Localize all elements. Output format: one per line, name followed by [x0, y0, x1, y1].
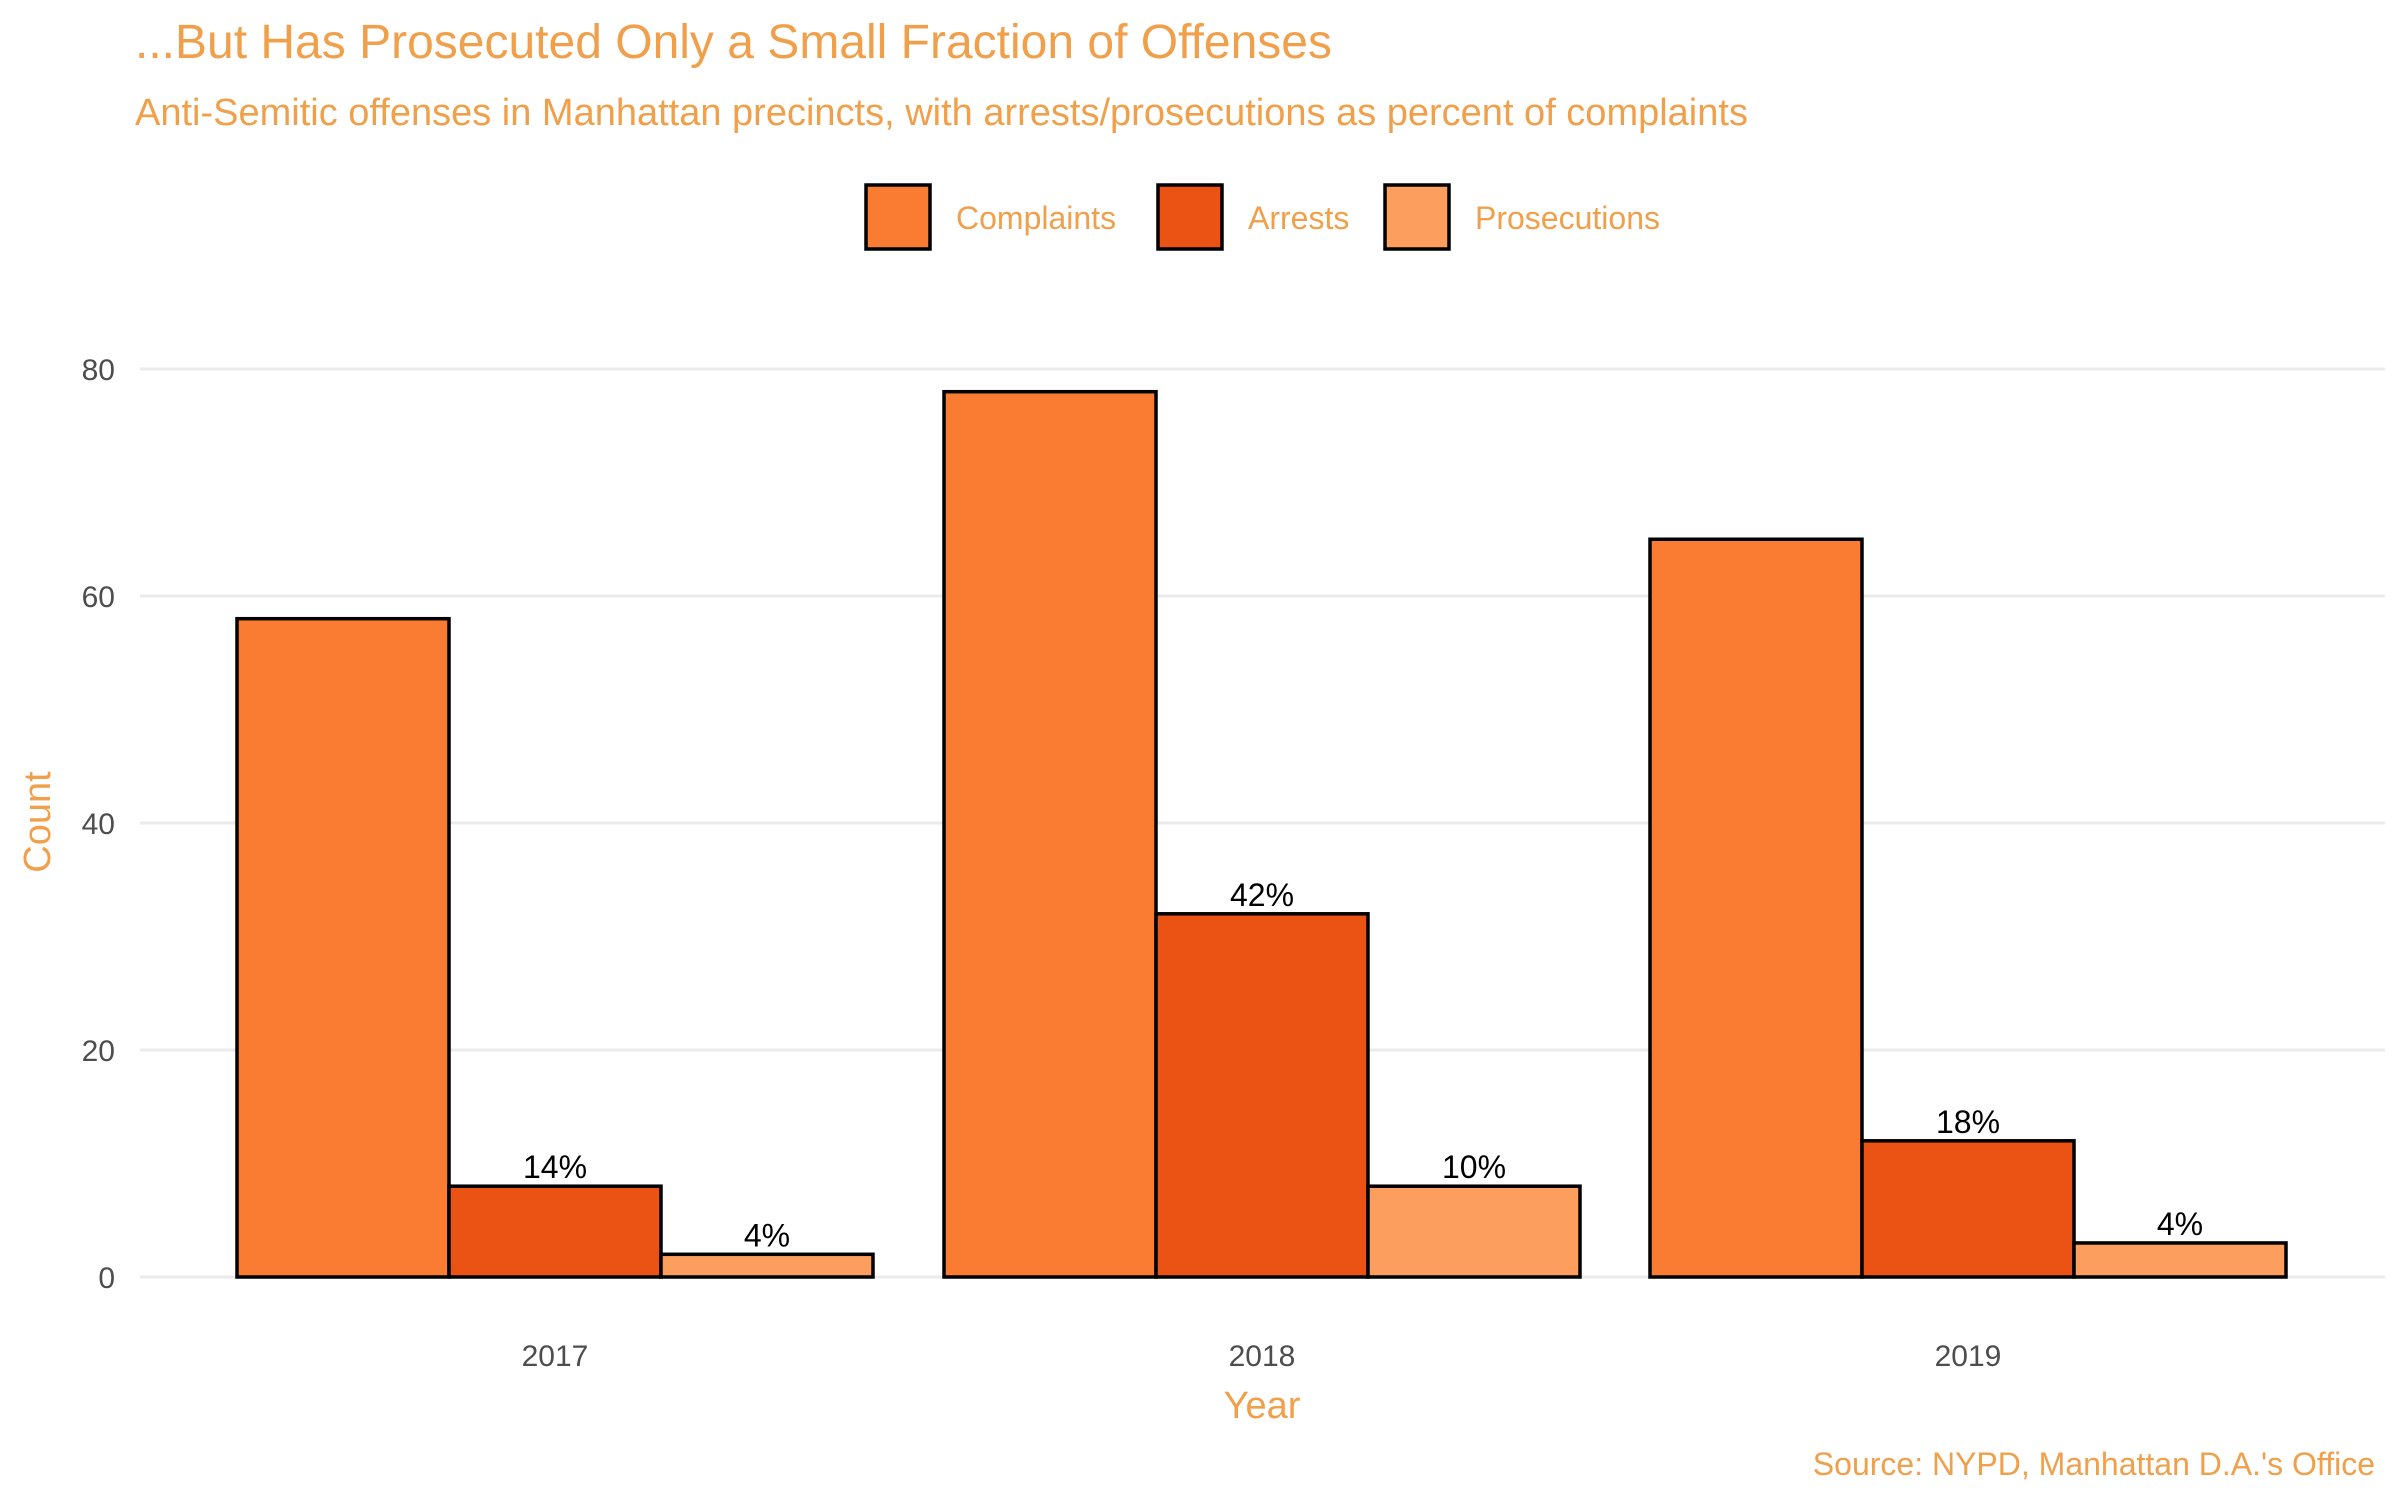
x-axis-title: Year	[1224, 1385, 1301, 1427]
legend-label-complaints: Complaints	[956, 200, 1116, 236]
legend-key-arrests	[1156, 183, 1224, 251]
y-axis-ticks: 0 20 40 60 80	[82, 354, 115, 1295]
data-label: 14%	[523, 1149, 587, 1185]
bar-prosecutions-2018	[1366, 1184, 1582, 1279]
x-tick-label: 2019	[1935, 1340, 2002, 1373]
bar-arrests-2019	[1860, 1139, 2076, 1279]
bar-arrests-2017	[447, 1184, 663, 1279]
x-tick-label: 2017	[522, 1340, 589, 1373]
legend-key-prosecutions	[1383, 183, 1451, 251]
y-tick-label: 80	[82, 354, 115, 387]
legend-key-complaints	[864, 183, 932, 251]
bar-complaints-2018	[942, 389, 1158, 1279]
data-label: 10%	[1442, 1149, 1506, 1185]
legend-label-arrests: Arrests	[1248, 200, 1349, 236]
data-label: 4%	[2157, 1206, 2203, 1242]
x-axis-ticks: 2017 2018 2019	[522, 1340, 2002, 1373]
chart-title: ...But Has Prosecuted Only a Small Fract…	[135, 16, 1332, 69]
bar-prosecutions-2017	[659, 1252, 875, 1279]
data-label: 42%	[1230, 877, 1294, 913]
y-tick-label: 60	[82, 581, 115, 614]
x-tick-label: 2018	[1229, 1340, 1296, 1373]
y-axis-title: Count	[17, 771, 59, 873]
legend: Complaints Arrests Prosecutions	[864, 183, 1660, 251]
y-tick-label: 0	[98, 1262, 115, 1295]
y-tick-label: 20	[82, 1035, 115, 1068]
bar-complaints-2017	[235, 616, 451, 1279]
bar-complaints-2019	[1648, 537, 1864, 1279]
legend-label-prosecutions: Prosecutions	[1475, 200, 1660, 236]
data-labels: 14% 42% 18% 4% 10% 4%	[523, 877, 2203, 1254]
bars	[235, 389, 2288, 1279]
chart-subtitle: Anti-Semitic offenses in Manhattan preci…	[135, 92, 1748, 134]
bar-prosecutions-2019	[2072, 1241, 2288, 1279]
y-tick-label: 40	[82, 808, 115, 841]
bar-arrests-2018	[1154, 912, 1370, 1279]
data-label: 18%	[1936, 1104, 2000, 1140]
chart-caption: Source: NYPD, Manhattan D.A.'s Office	[1813, 1446, 2375, 1482]
data-label: 4%	[744, 1217, 790, 1253]
